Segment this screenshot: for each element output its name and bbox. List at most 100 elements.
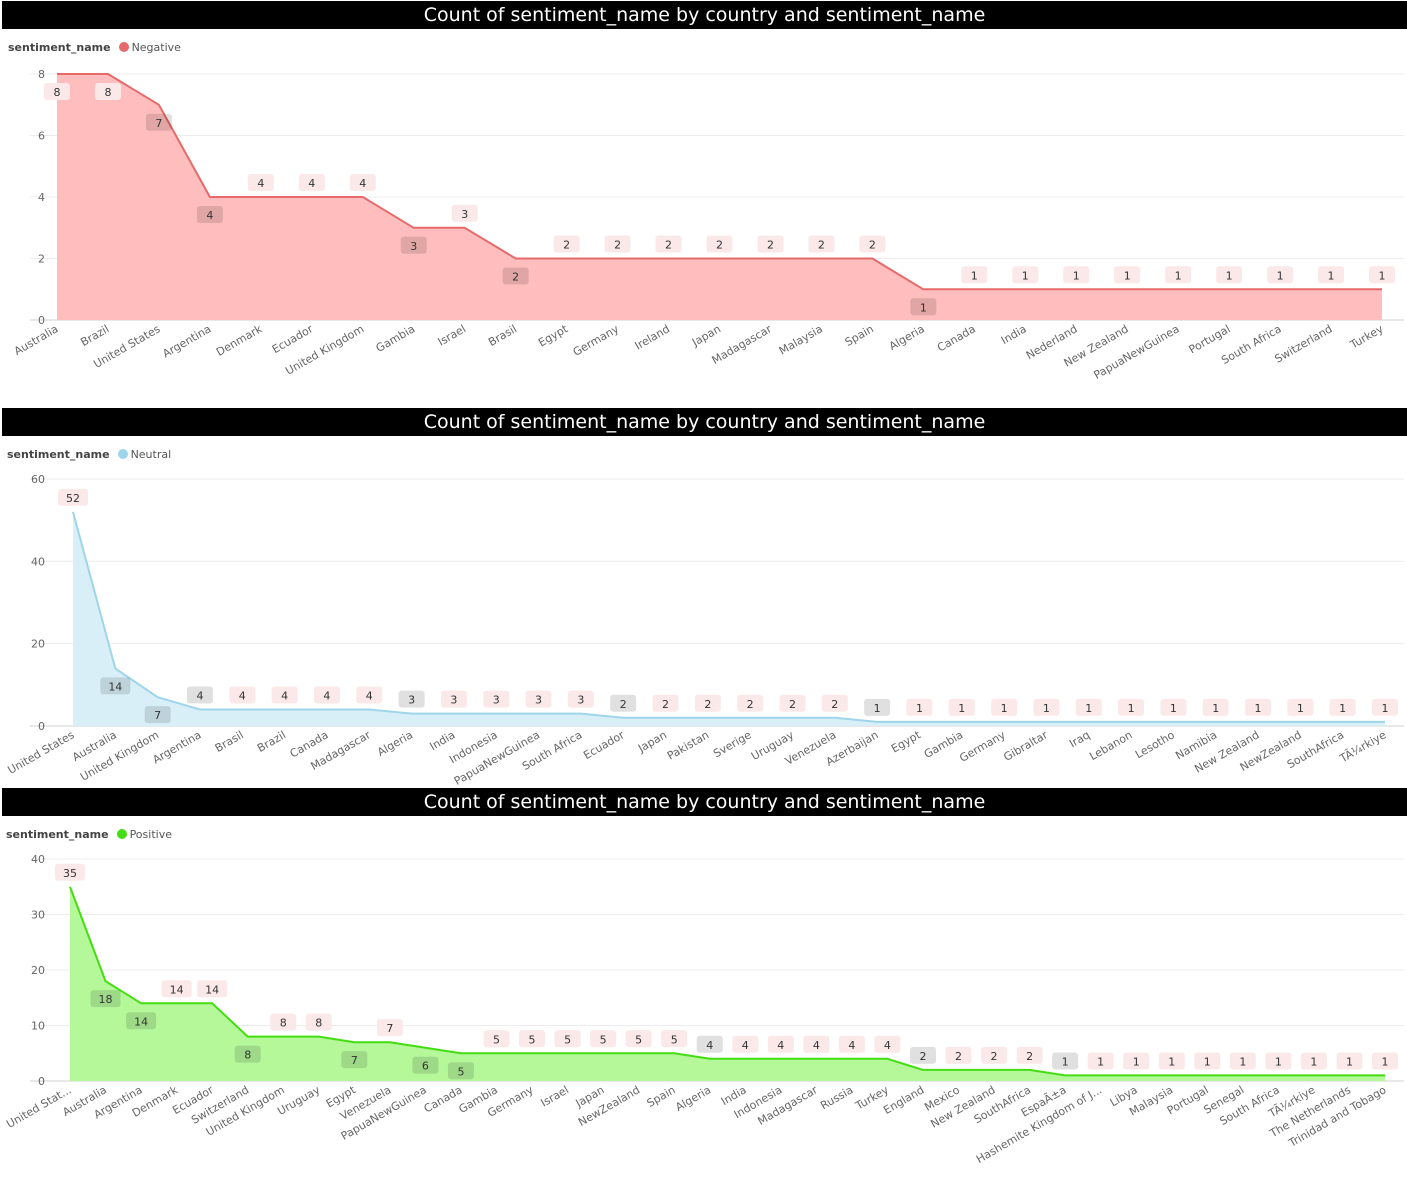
data-point[interactable]	[1255, 719, 1261, 725]
data-point[interactable]	[112, 665, 118, 671]
data-point[interactable]	[239, 707, 245, 713]
data-point[interactable]	[564, 256, 570, 262]
data-point[interactable]	[600, 1050, 606, 1056]
data-point[interactable]	[67, 884, 73, 890]
data-point[interactable]	[493, 711, 499, 717]
data-point[interactable]	[1382, 719, 1388, 725]
data-point[interactable]	[1275, 1072, 1281, 1078]
data-point[interactable]	[103, 978, 109, 984]
data-point[interactable]	[620, 715, 626, 721]
data-point[interactable]	[818, 256, 824, 262]
data-point[interactable]	[869, 256, 875, 262]
data-point[interactable]	[1340, 719, 1346, 725]
data-point[interactable]	[1277, 286, 1283, 292]
data-point[interactable]	[1204, 1072, 1210, 1078]
data-point[interactable]	[1133, 1072, 1139, 1078]
data-point[interactable]	[309, 194, 315, 200]
data-point[interactable]	[1169, 1072, 1175, 1078]
data-point[interactable]	[874, 719, 880, 725]
data-point[interactable]	[1086, 719, 1092, 725]
data-point[interactable]	[636, 1050, 642, 1056]
data-point[interactable]	[458, 1050, 464, 1056]
data-point[interactable]	[282, 707, 288, 713]
data-point[interactable]	[451, 711, 457, 717]
data-point[interactable]	[813, 1056, 819, 1062]
data-point[interactable]	[1379, 286, 1385, 292]
data-point[interactable]	[959, 719, 965, 725]
data-point[interactable]	[1240, 1072, 1246, 1078]
data-point[interactable]	[767, 256, 773, 262]
data-point[interactable]	[832, 715, 838, 721]
data-point[interactable]	[138, 1000, 144, 1006]
data-point[interactable]	[366, 707, 372, 713]
data-point[interactable]	[778, 1056, 784, 1062]
data-point[interactable]	[411, 225, 417, 231]
data-point[interactable]	[1175, 286, 1181, 292]
data-point[interactable]	[789, 715, 795, 721]
data-point[interactable]	[156, 102, 162, 108]
data-point[interactable]	[991, 1067, 997, 1073]
data-point[interactable]	[615, 256, 621, 262]
data-point[interactable]	[245, 1034, 251, 1040]
data-point[interactable]	[1170, 719, 1176, 725]
data-point[interactable]	[1213, 719, 1219, 725]
data-point[interactable]	[1073, 286, 1079, 292]
data-point[interactable]	[155, 694, 161, 700]
data-point[interactable]	[707, 1056, 713, 1062]
data-point[interactable]	[174, 1000, 180, 1006]
data-point[interactable]	[105, 71, 111, 77]
data-point[interactable]	[324, 707, 330, 713]
legend-entry[interactable]: Positive	[129, 828, 172, 841]
data-point[interactable]	[1124, 286, 1130, 292]
data-point[interactable]	[705, 715, 711, 721]
data-point[interactable]	[671, 1050, 677, 1056]
data-point[interactable]	[920, 286, 926, 292]
data-point[interactable]	[422, 1045, 428, 1051]
data-point[interactable]	[1128, 719, 1134, 725]
data-point[interactable]	[1311, 1072, 1317, 1078]
data-point[interactable]	[387, 1039, 393, 1045]
data-point[interactable]	[916, 719, 922, 725]
data-point[interactable]	[1297, 719, 1303, 725]
data-point[interactable]	[54, 71, 60, 77]
data-point[interactable]	[956, 1067, 962, 1073]
data-point[interactable]	[742, 1056, 748, 1062]
legend-entry[interactable]: Negative	[131, 41, 181, 54]
data-point[interactable]	[360, 194, 366, 200]
data-point[interactable]	[971, 286, 977, 292]
data-point[interactable]	[1346, 1072, 1352, 1078]
data-point[interactable]	[565, 1050, 571, 1056]
data-point[interactable]	[1382, 1072, 1388, 1078]
data-point[interactable]	[1022, 286, 1028, 292]
data-point[interactable]	[316, 1034, 322, 1040]
data-point[interactable]	[849, 1056, 855, 1062]
data-point[interactable]	[409, 711, 415, 717]
data-point[interactable]	[493, 1050, 499, 1056]
data-point[interactable]	[70, 509, 76, 515]
data-point[interactable]	[197, 707, 203, 713]
data-point[interactable]	[513, 256, 519, 262]
data-point[interactable]	[578, 711, 584, 717]
data-point[interactable]	[920, 1067, 926, 1073]
data-point[interactable]	[536, 711, 542, 717]
data-point[interactable]	[351, 1039, 357, 1045]
data-point[interactable]	[663, 715, 669, 721]
data-point[interactable]	[1328, 286, 1334, 292]
data-point[interactable]	[1062, 1072, 1068, 1078]
data-point[interactable]	[1043, 719, 1049, 725]
data-point[interactable]	[1027, 1067, 1033, 1073]
data-point[interactable]	[529, 1050, 535, 1056]
data-point[interactable]	[1098, 1072, 1104, 1078]
data-point[interactable]	[884, 1056, 890, 1062]
data-point[interactable]	[666, 256, 672, 262]
data-point[interactable]	[717, 256, 723, 262]
data-point[interactable]	[280, 1034, 286, 1040]
data-point[interactable]	[209, 1000, 215, 1006]
data-point[interactable]	[1226, 286, 1232, 292]
data-point[interactable]	[207, 194, 213, 200]
data-point[interactable]	[258, 194, 264, 200]
data-point[interactable]	[747, 715, 753, 721]
data-point[interactable]	[462, 225, 468, 231]
legend-entry[interactable]: Neutral	[130, 448, 172, 461]
data-point[interactable]	[1001, 719, 1007, 725]
